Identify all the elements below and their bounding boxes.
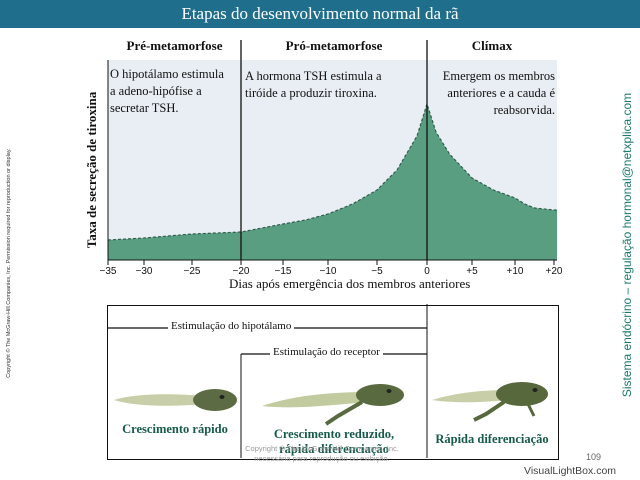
annotation-climax-line: reabsorvida. xyxy=(493,103,555,117)
annotation-pre-line: O hipotálamo estimula xyxy=(110,67,224,81)
footer-line: necessária para reprodução ou exibição. xyxy=(254,454,390,463)
stage-panel xyxy=(107,305,559,460)
annotation-climax-line: Emergem os membros xyxy=(442,69,555,83)
x-tick-label: +10 xyxy=(506,266,524,277)
stage-label-line: Rápida diferenciação xyxy=(435,432,549,446)
y-axis-label: Taxa de secreção de tiroxina xyxy=(82,60,102,280)
phase-label-pre: Pré-metamorfose xyxy=(126,38,223,53)
stage-label-line: Crescimento rápido xyxy=(122,422,228,436)
annotation-pre: O hipotálamo estimula a adeno-hipófise a… xyxy=(110,66,224,117)
stage-label-line: Crescimento reduzido, xyxy=(273,427,395,441)
stage-label-rapid-differentiation: Rápida diferenciação xyxy=(427,432,557,447)
annotation-pro: A hormona TSH estimula a tiróide a produ… xyxy=(245,68,382,102)
annotation-pre-line: a adeno-hipófise a xyxy=(110,84,202,98)
tadpole-3-image xyxy=(432,382,548,422)
tadpole-1-image xyxy=(114,389,237,411)
thyroxine-area xyxy=(108,104,557,260)
x-tick-label: −35 xyxy=(99,266,117,277)
stage-label-line: rápida diferenciação xyxy=(279,442,389,456)
phase-label-climax: Clímax xyxy=(471,38,513,53)
x-tick-label: −10 xyxy=(319,266,337,277)
x-tick-label: +20 xyxy=(545,266,563,277)
x-tick-label: −30 xyxy=(135,266,153,277)
stage-label-rapid-growth: Crescimento rápido xyxy=(110,422,240,437)
page-number: 109 xyxy=(586,452,602,462)
timeline-bar-label-receptor: Estimulação do receptor xyxy=(270,346,383,358)
x-tick-label: −5 xyxy=(371,266,383,277)
annotation-climax: Emergem os membros anteriores e a cauda … xyxy=(427,68,555,119)
x-tick-label: −20 xyxy=(232,266,250,277)
y-axis-label-text: Taxa de secreção de tiroxina xyxy=(84,91,99,249)
x-tick-label: 0 xyxy=(424,266,430,277)
tadpole-2-image xyxy=(262,384,404,426)
annotation-pre-line: secretar TSH. xyxy=(110,101,179,115)
annotation-climax-line: anteriores e a cauda é xyxy=(447,86,555,100)
x-tick-label: +5 xyxy=(466,266,478,277)
timeline-bar-label-hypothalamus: Estimulação do hipotálamo xyxy=(168,320,295,332)
phase-label-pro: Pró-metamorfose xyxy=(285,38,383,53)
annotation-pro-line: A hormona TSH estimula a xyxy=(245,69,382,83)
footer-line: Copyright © The McGraw-Hill Companies, I… xyxy=(245,444,399,453)
stage-label-reduced-growth: Crescimento reduzido, rápida diferenciaç… xyxy=(244,427,424,457)
footer-copyright: Copyright © The McGraw-Hill Companies, I… xyxy=(232,444,412,464)
x-tick-label: −15 xyxy=(274,266,292,277)
page-title: Etapas do desenvolvimento normal da rã xyxy=(0,0,640,28)
x-axis-label: Dias após emergência dos membros anterio… xyxy=(229,276,471,291)
watermark: VisualLightBox.com xyxy=(524,465,617,477)
x-tick-label: −25 xyxy=(183,266,201,277)
annotation-pro-line: tiróide a produzir tiroxina. xyxy=(245,86,377,100)
